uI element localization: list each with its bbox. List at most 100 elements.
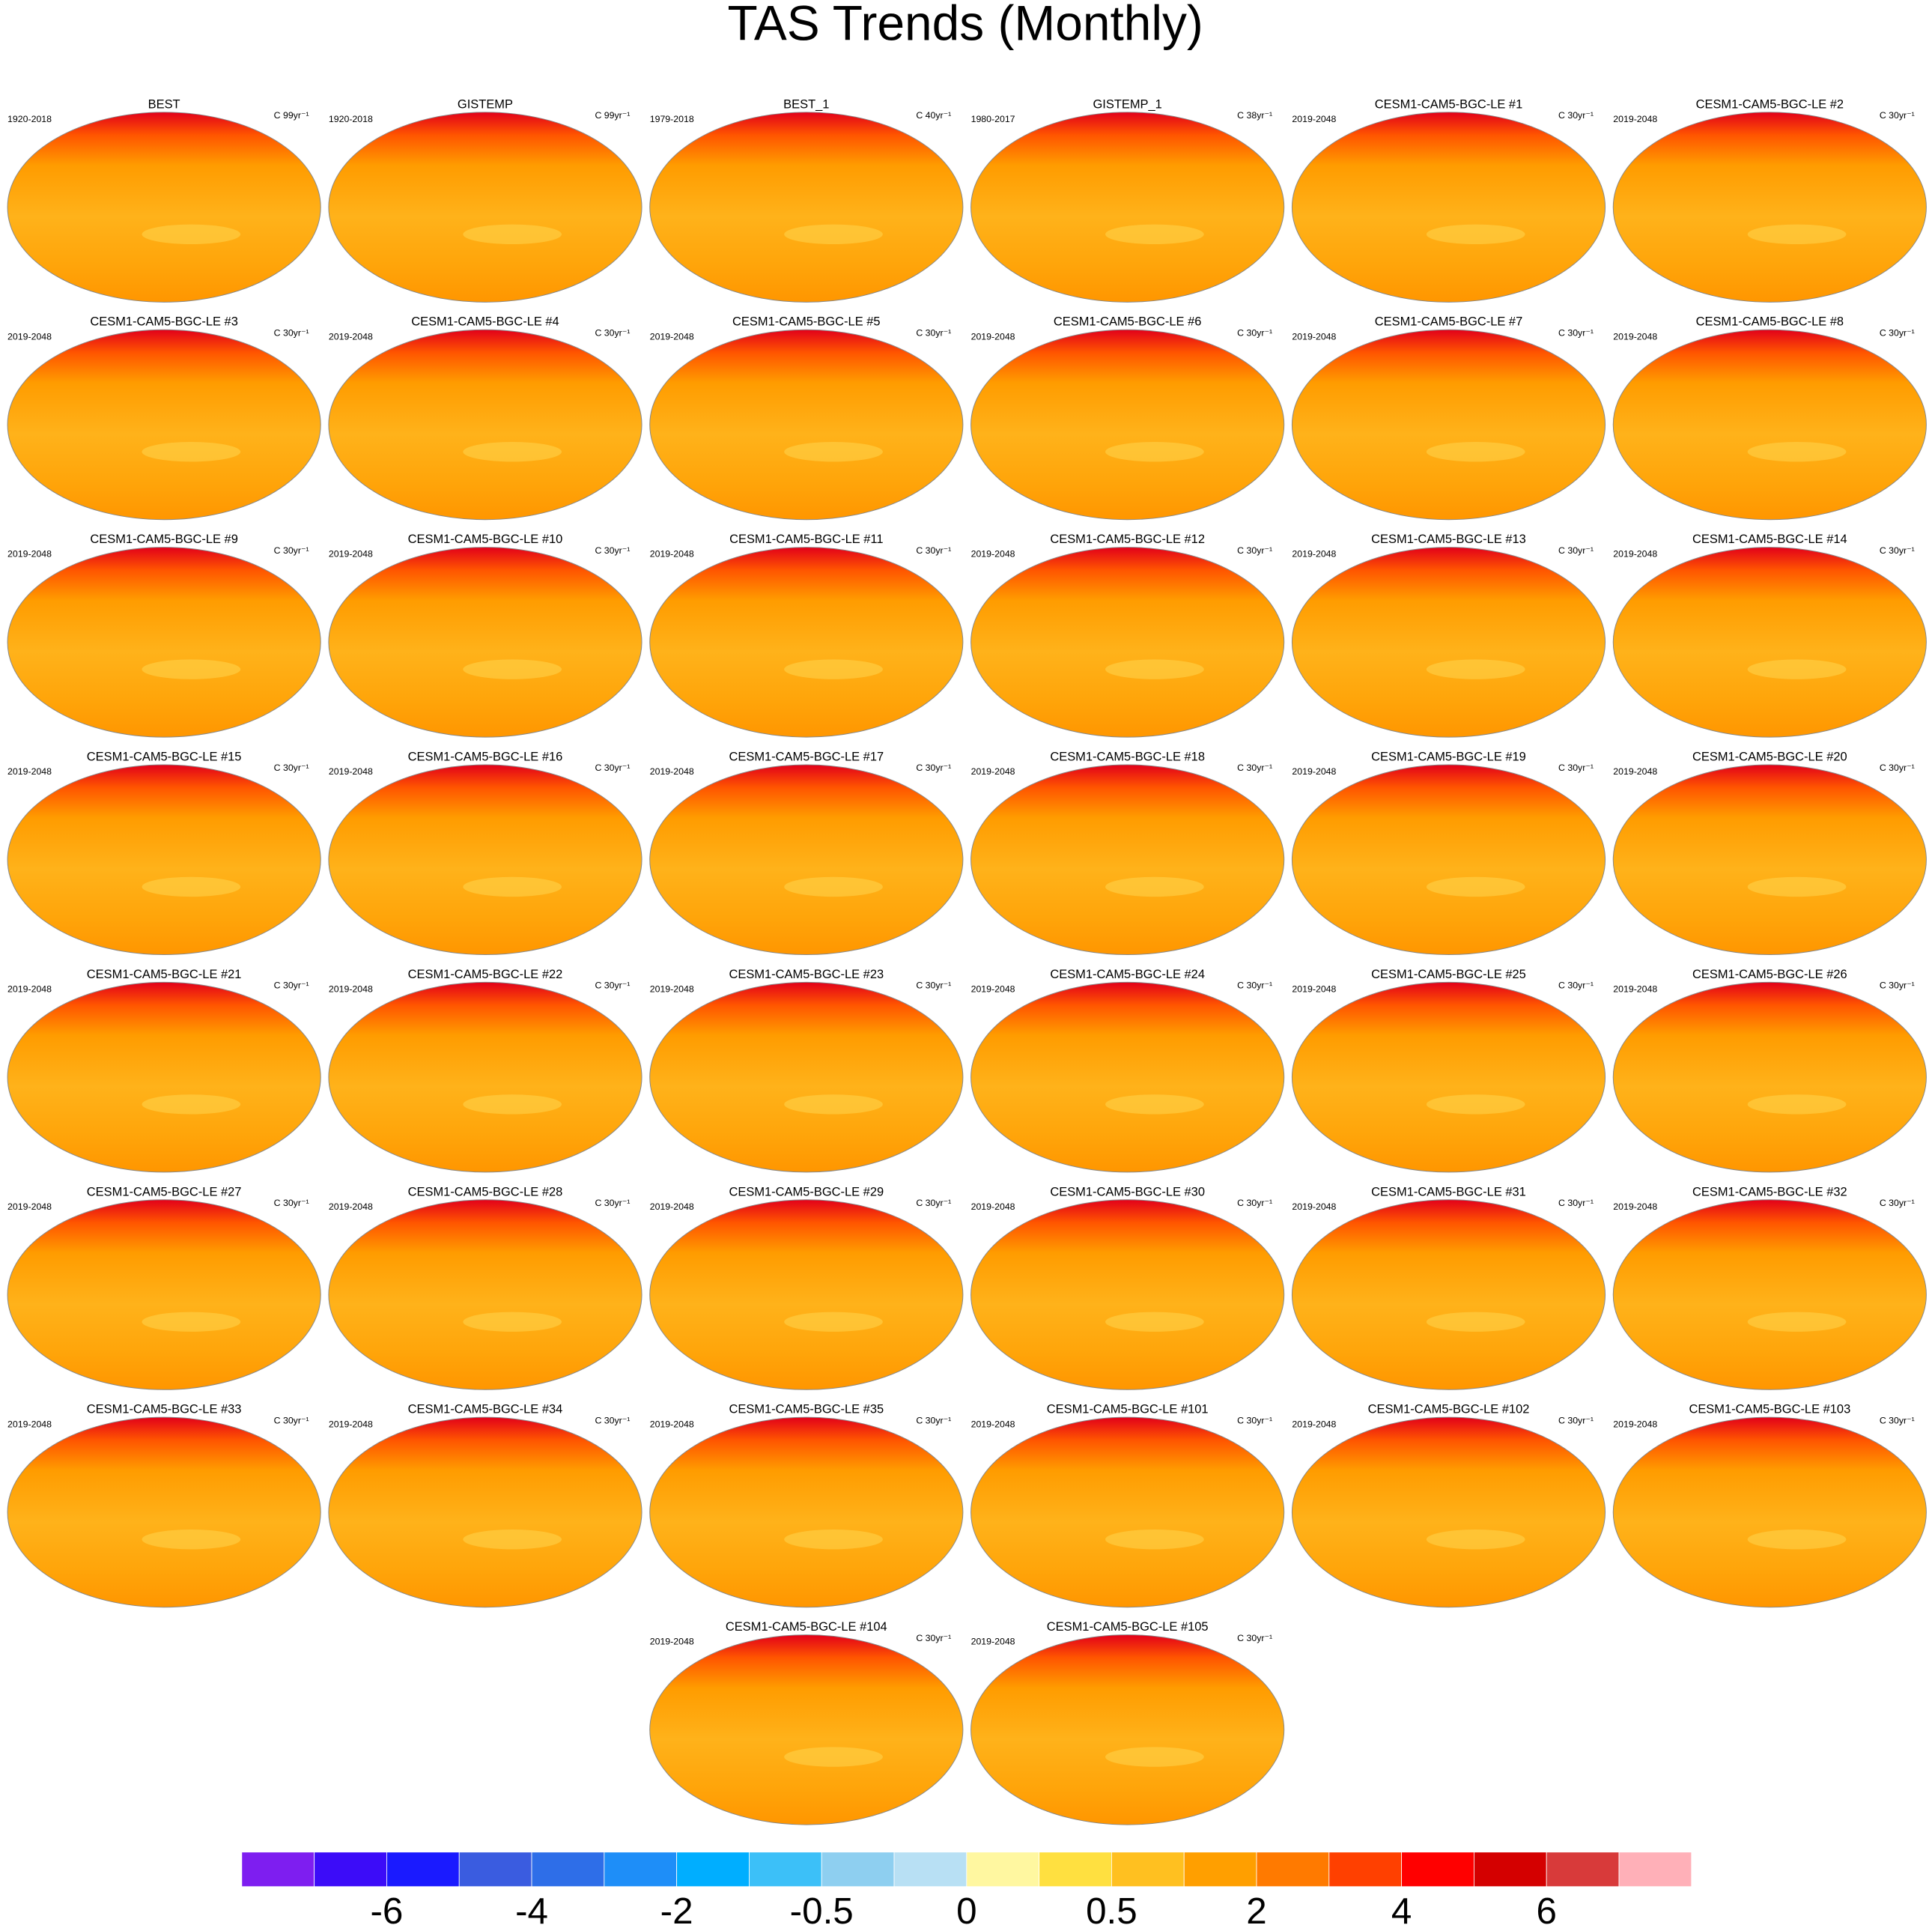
map-highlight — [142, 1529, 241, 1550]
map — [649, 547, 964, 738]
panel-title: CESM1-CAM5-BGC-LE #28 — [408, 1185, 563, 1198]
panel-title: CESM1-CAM5-BGC-LE #5 — [732, 315, 881, 329]
panel-period: 2019-2048 — [1292, 549, 1336, 560]
map-highlight — [463, 1094, 562, 1115]
map — [7, 329, 321, 521]
panel-units: C 30yr⁻¹ — [1558, 110, 1594, 121]
map — [1291, 981, 1606, 1173]
map — [649, 1416, 964, 1608]
panel-title: CESM1-CAM5-BGC-LE #17 — [729, 750, 884, 763]
map-highlight — [1426, 224, 1525, 244]
panel-units: C 30yr⁻¹ — [1880, 1415, 1915, 1425]
panel-units: C 30yr⁻¹ — [1558, 545, 1594, 556]
map — [7, 112, 321, 303]
colorbar-box — [241, 1852, 315, 1888]
map — [649, 764, 964, 956]
panel-title: CESM1-CAM5-BGC-LE #12 — [1050, 533, 1205, 546]
panel-title: GISTEMP_1 — [1093, 97, 1161, 111]
map-highlight — [1105, 442, 1204, 462]
panel-period: 2019-2048 — [1613, 1201, 1657, 1212]
map-highlight — [463, 1529, 562, 1550]
colorbar-label: -0.5 — [790, 1891, 854, 1931]
panel-period: 2019-2048 — [7, 984, 52, 995]
panel-units: C 30yr⁻¹ — [1237, 1415, 1272, 1425]
panel-period: 2019-2048 — [971, 984, 1015, 995]
map — [1291, 329, 1606, 521]
panel-title: CESM1-CAM5-BGC-LE #104 — [726, 1620, 887, 1634]
map — [970, 764, 1285, 956]
panel-units: C 30yr⁻¹ — [1237, 1198, 1272, 1208]
map-highlight — [1747, 224, 1847, 244]
colorbar-box — [1039, 1852, 1112, 1888]
panel-units: C 30yr⁻¹ — [916, 1415, 951, 1425]
panel-period: 2019-2048 — [329, 1201, 373, 1212]
map-highlight — [1426, 1529, 1525, 1550]
panel-title: CESM1-CAM5-BGC-LE #34 — [408, 1403, 563, 1416]
panel-title: CESM1-CAM5-BGC-LE #19 — [1371, 750, 1526, 763]
panel-title: CESM1-CAM5-BGC-LE #7 — [1375, 315, 1523, 329]
map-highlight — [142, 224, 241, 244]
panel-title: CESM1-CAM5-BGC-LE #4 — [411, 315, 559, 329]
map-highlight — [1105, 659, 1204, 679]
map — [1291, 1416, 1606, 1608]
panel-units: C 30yr⁻¹ — [274, 327, 309, 338]
colorbar-box — [458, 1852, 532, 1888]
map — [970, 329, 1285, 521]
map — [328, 1199, 643, 1390]
map — [1612, 329, 1927, 521]
panel-units: C 99yr⁻¹ — [595, 110, 630, 121]
panel-units: C 30yr⁻¹ — [274, 1198, 309, 1208]
panel-period: 2019-2048 — [650, 1419, 694, 1429]
map — [1291, 1199, 1606, 1390]
panel-units: C 30yr⁻¹ — [595, 545, 630, 556]
panel-title: CESM1-CAM5-BGC-LE #15 — [87, 750, 242, 763]
panel-period: 2019-2048 — [329, 549, 373, 560]
panel-title: CESM1-CAM5-BGC-LE #33 — [87, 1403, 242, 1416]
panel-units: C 30yr⁻¹ — [1237, 1633, 1272, 1643]
map-highlight — [1426, 1312, 1525, 1332]
panel-units: C 30yr⁻¹ — [1558, 763, 1594, 773]
panel-units: C 30yr⁻¹ — [1558, 327, 1594, 338]
map-highlight — [1105, 1094, 1204, 1115]
panel-units: C 30yr⁻¹ — [916, 545, 951, 556]
panel-period: 2019-2048 — [650, 984, 694, 995]
colorbar-box — [1328, 1852, 1403, 1888]
colorbar-box — [1474, 1852, 1547, 1888]
panel-units: C 30yr⁻¹ — [274, 1415, 309, 1425]
panel-period: 2019-2048 — [329, 1419, 373, 1429]
map — [1612, 547, 1927, 738]
map — [328, 112, 643, 303]
panel-units: C 30yr⁻¹ — [916, 1198, 951, 1208]
panel-title: CESM1-CAM5-BGC-LE #1 — [1375, 97, 1523, 111]
colorbar-label: 0 — [956, 1891, 976, 1931]
panel-period: 2019-2048 — [1292, 984, 1336, 995]
panel-title: CESM1-CAM5-BGC-LE #101 — [1047, 1403, 1209, 1416]
panel-title: CESM1-CAM5-BGC-LE #25 — [1371, 968, 1526, 981]
colorbar-box — [966, 1852, 1040, 1888]
panel-units: C 99yr⁻¹ — [274, 110, 309, 121]
panel-title: CESM1-CAM5-BGC-LE #105 — [1047, 1620, 1209, 1634]
map-highlight — [142, 1312, 241, 1332]
map — [649, 329, 964, 521]
map-highlight — [1747, 659, 1847, 679]
panel-period: 2019-2048 — [1613, 984, 1657, 995]
panel-period: 2019-2048 — [1613, 549, 1657, 560]
panel-units: C 30yr⁻¹ — [916, 327, 951, 338]
panel-title: CESM1-CAM5-BGC-LE #10 — [408, 533, 563, 546]
map-highlight — [463, 876, 562, 897]
panel-period: 2019-2048 — [7, 1419, 52, 1429]
panel-units: C 30yr⁻¹ — [595, 980, 630, 991]
panel-title: CESM1-CAM5-BGC-LE #6 — [1054, 315, 1202, 329]
map — [970, 981, 1285, 1173]
panel-title: CESM1-CAM5-BGC-LE #16 — [408, 750, 563, 763]
panel-period: 2019-2048 — [329, 766, 373, 777]
map — [7, 764, 321, 956]
colorbar-box — [676, 1852, 750, 1888]
colorbar-label: 2 — [1246, 1891, 1266, 1931]
panel-period: 2019-2048 — [1613, 114, 1657, 124]
panel-title: CESM1-CAM5-BGC-LE #11 — [729, 533, 883, 546]
panel-units: C 30yr⁻¹ — [1880, 980, 1915, 991]
map — [970, 1199, 1285, 1390]
map-highlight — [142, 1094, 241, 1115]
map — [649, 1199, 964, 1390]
